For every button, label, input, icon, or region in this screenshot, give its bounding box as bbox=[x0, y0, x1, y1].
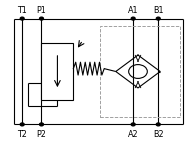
Text: A2: A2 bbox=[128, 130, 139, 139]
Circle shape bbox=[20, 123, 24, 126]
Text: P1: P1 bbox=[37, 6, 46, 14]
Bar bbox=[41, 43, 73, 100]
Text: B1: B1 bbox=[153, 6, 163, 14]
Circle shape bbox=[156, 123, 160, 126]
Circle shape bbox=[40, 123, 43, 126]
Text: B2: B2 bbox=[153, 130, 164, 139]
Circle shape bbox=[131, 17, 135, 20]
Text: T2: T2 bbox=[17, 130, 27, 139]
Text: P2: P2 bbox=[36, 130, 47, 139]
Text: T1: T1 bbox=[17, 6, 27, 14]
Circle shape bbox=[131, 123, 135, 126]
Circle shape bbox=[156, 17, 160, 20]
Circle shape bbox=[20, 17, 24, 20]
Bar bbox=[100, 26, 180, 117]
Text: A1: A1 bbox=[128, 6, 138, 14]
Circle shape bbox=[40, 17, 43, 20]
